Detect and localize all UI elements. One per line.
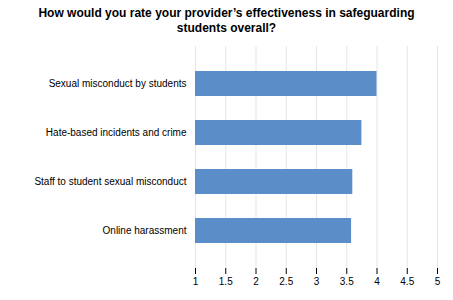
svg-text:3: 3 [314,276,320,287]
svg-text:2.5: 2.5 [279,276,293,287]
svg-text:Sexual misconduct by students: Sexual misconduct by students [49,78,187,89]
svg-text:1.5: 1.5 [219,276,233,287]
svg-text:Hate-based incidents and crime: Hate-based incidents and crime [46,127,187,138]
svg-text:4: 4 [374,276,380,287]
svg-text:1: 1 [193,276,199,287]
svg-text:3.5: 3.5 [340,276,354,287]
html-text:How would you rate your provid: How would you rate your provider’s effec… [38,6,415,35]
svg-text:Staff to student sexual miscon: Staff to student sexual misconduct [34,176,186,187]
svg-text:5: 5 [435,276,441,287]
svg-text:Online harassment: Online harassment [103,225,187,236]
svg-text:2: 2 [253,276,259,287]
svg-text:4.5: 4.5 [400,276,414,287]
